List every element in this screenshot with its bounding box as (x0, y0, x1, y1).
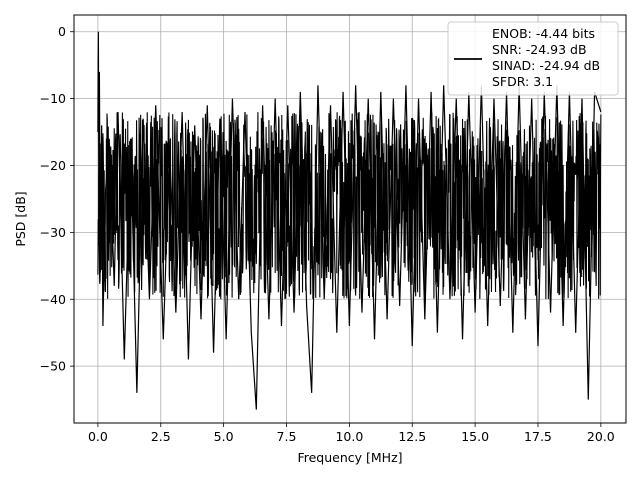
x-tick-label: 7.5 (277, 429, 297, 444)
y-tick-label: −50 (40, 359, 66, 374)
y-axis-ticks: 0 −10 −20 −30 −40 −50 (40, 24, 74, 374)
legend: ENOB: -4.44 bits SNR: -24.93 dB SINAD: -… (447, 21, 619, 96)
y-tick-label: −10 (40, 91, 66, 106)
legend-entry-snr: SNR: -24.93 dB (492, 42, 587, 57)
legend-entry-sfdr: SFDR: 3.1 (492, 74, 553, 89)
x-tick-label: 2.5 (151, 429, 171, 444)
x-tick-label: 17.5 (524, 429, 552, 444)
y-tick-label: 0 (58, 24, 66, 39)
y-tick-label: −40 (40, 292, 66, 307)
legend-box (447, 21, 619, 96)
plot-area (97, 31, 602, 410)
legend-entry-sinad: SINAD: -24.94 dB (492, 58, 600, 73)
x-axis-ticks: 0.0 2.5 5.0 7.5 10.0 12.5 15.0 17.5 20.0 (88, 423, 615, 444)
x-axis-label: Frequency [MHz] (297, 450, 402, 465)
x-tick-label: 0.0 (88, 429, 108, 444)
x-tick-label: 15.0 (461, 429, 489, 444)
y-tick-label: −20 (40, 158, 66, 173)
x-tick-label: 20.0 (587, 429, 615, 444)
x-tick-label: 12.5 (398, 429, 426, 444)
y-tick-label: −30 (40, 225, 66, 240)
psd-series-line (97, 31, 602, 410)
x-tick-label: 5.0 (214, 429, 234, 444)
y-axis-label: PSD [dB] (13, 191, 28, 246)
axes-frame (73, 14, 627, 424)
x-tick-label: 10.0 (335, 429, 363, 444)
psd-noise-trace (97, 112, 602, 300)
legend-entry-enob: ENOB: -4.44 bits (492, 26, 595, 41)
